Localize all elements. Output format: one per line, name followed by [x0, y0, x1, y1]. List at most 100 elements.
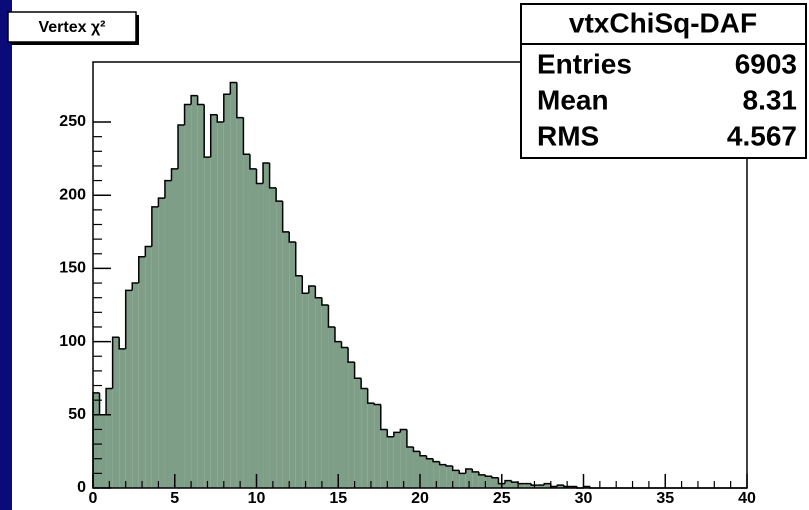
bar-outline [111, 336, 120, 389]
bar [452, 470, 460, 488]
bar [348, 362, 355, 488]
stats-title: vtxChiSq-DAF [569, 7, 757, 38]
bar-outline [223, 93, 231, 123]
bar [426, 458, 434, 488]
bar-outline [308, 285, 316, 294]
bar [341, 347, 349, 488]
y-tick-label: 0 [77, 479, 86, 496]
bar-outline [445, 464, 453, 467]
bar [230, 82, 237, 488]
bar [99, 414, 107, 488]
y-tick-label: 150 [59, 260, 86, 277]
bar [106, 388, 113, 488]
bar-outline [203, 104, 211, 158]
bar-outline [268, 163, 277, 189]
bar-outline [465, 468, 473, 474]
bar-outline [393, 431, 401, 437]
x-tick-label: 20 [411, 490, 429, 507]
bar-outline [543, 482, 551, 486]
bar [524, 483, 532, 488]
bar-outline [177, 124, 185, 169]
bar [505, 480, 512, 488]
bar [295, 275, 303, 488]
bar-outline [491, 476, 499, 479]
bar-outline [471, 468, 479, 473]
bar [472, 471, 479, 488]
bar [537, 485, 545, 488]
stats-value: 6903 [735, 48, 797, 79]
bar [511, 482, 519, 488]
x-tick-label: 5 [170, 490, 179, 507]
bar [263, 163, 270, 488]
bar [276, 201, 283, 489]
title-box [7, 11, 137, 43]
bar-outline [563, 485, 571, 488]
bar-outline [510, 480, 519, 483]
bar-outline [262, 162, 270, 184]
bar [374, 404, 381, 488]
bar-outline [458, 470, 466, 475]
bar [367, 403, 375, 488]
bar-outline [288, 231, 296, 243]
bar-outline [209, 113, 218, 158]
bar [413, 451, 420, 488]
stats-label: Mean [537, 84, 609, 115]
bar-outline [183, 103, 192, 125]
bar [302, 293, 309, 488]
bar-outline [275, 187, 283, 202]
bar-outline [131, 282, 139, 291]
bar-outline [321, 297, 329, 306]
bar-outline [399, 428, 407, 433]
bar-outline [124, 289, 133, 349]
bar-outline [294, 242, 303, 277]
x-tick-label: 35 [656, 490, 674, 507]
x-tick-label: 30 [575, 490, 593, 507]
bar-outline [504, 479, 512, 484]
bar [184, 104, 192, 488]
bar-outline [144, 245, 152, 257]
bar-outline [451, 466, 460, 472]
bar [223, 94, 231, 489]
bar [478, 474, 486, 488]
bar-outline [301, 275, 309, 295]
bar-outline [236, 82, 244, 119]
chart-title: Vertex χ² [38, 19, 105, 36]
bar-outline [151, 206, 159, 247]
bar-outline [157, 197, 165, 207]
bar [132, 283, 139, 488]
bar [164, 180, 172, 488]
bar-outline [229, 81, 237, 95]
bar-outline [366, 388, 375, 404]
x-tick-label: 40 [738, 490, 756, 507]
stats-label: Entries [537, 48, 632, 79]
bar-outline [170, 168, 179, 181]
stats-label: RMS [537, 120, 599, 151]
bar [446, 466, 453, 488]
bar-outline [373, 403, 381, 406]
bar-outline [432, 458, 440, 463]
x-tick-label: 10 [248, 490, 266, 507]
bar-outline [406, 429, 414, 448]
bar [112, 337, 120, 488]
bar [256, 183, 264, 488]
stats-value: 4.567 [727, 120, 797, 151]
bar [191, 95, 198, 488]
bar-outline [556, 484, 564, 487]
bar-outline [340, 341, 349, 349]
bar [328, 326, 335, 488]
bar [236, 117, 244, 488]
bar [249, 168, 257, 489]
bar-outline [118, 337, 126, 350]
y-tick-label: 250 [59, 113, 86, 130]
bar-outline [419, 451, 427, 457]
bar [465, 468, 473, 488]
bar [243, 154, 250, 488]
bar [380, 429, 388, 488]
y-tick-label: 100 [59, 333, 86, 350]
bar [387, 436, 394, 488]
bar-outline [425, 455, 434, 460]
bar [433, 461, 440, 488]
bar [406, 447, 414, 488]
y-tick-label: 50 [68, 406, 86, 423]
